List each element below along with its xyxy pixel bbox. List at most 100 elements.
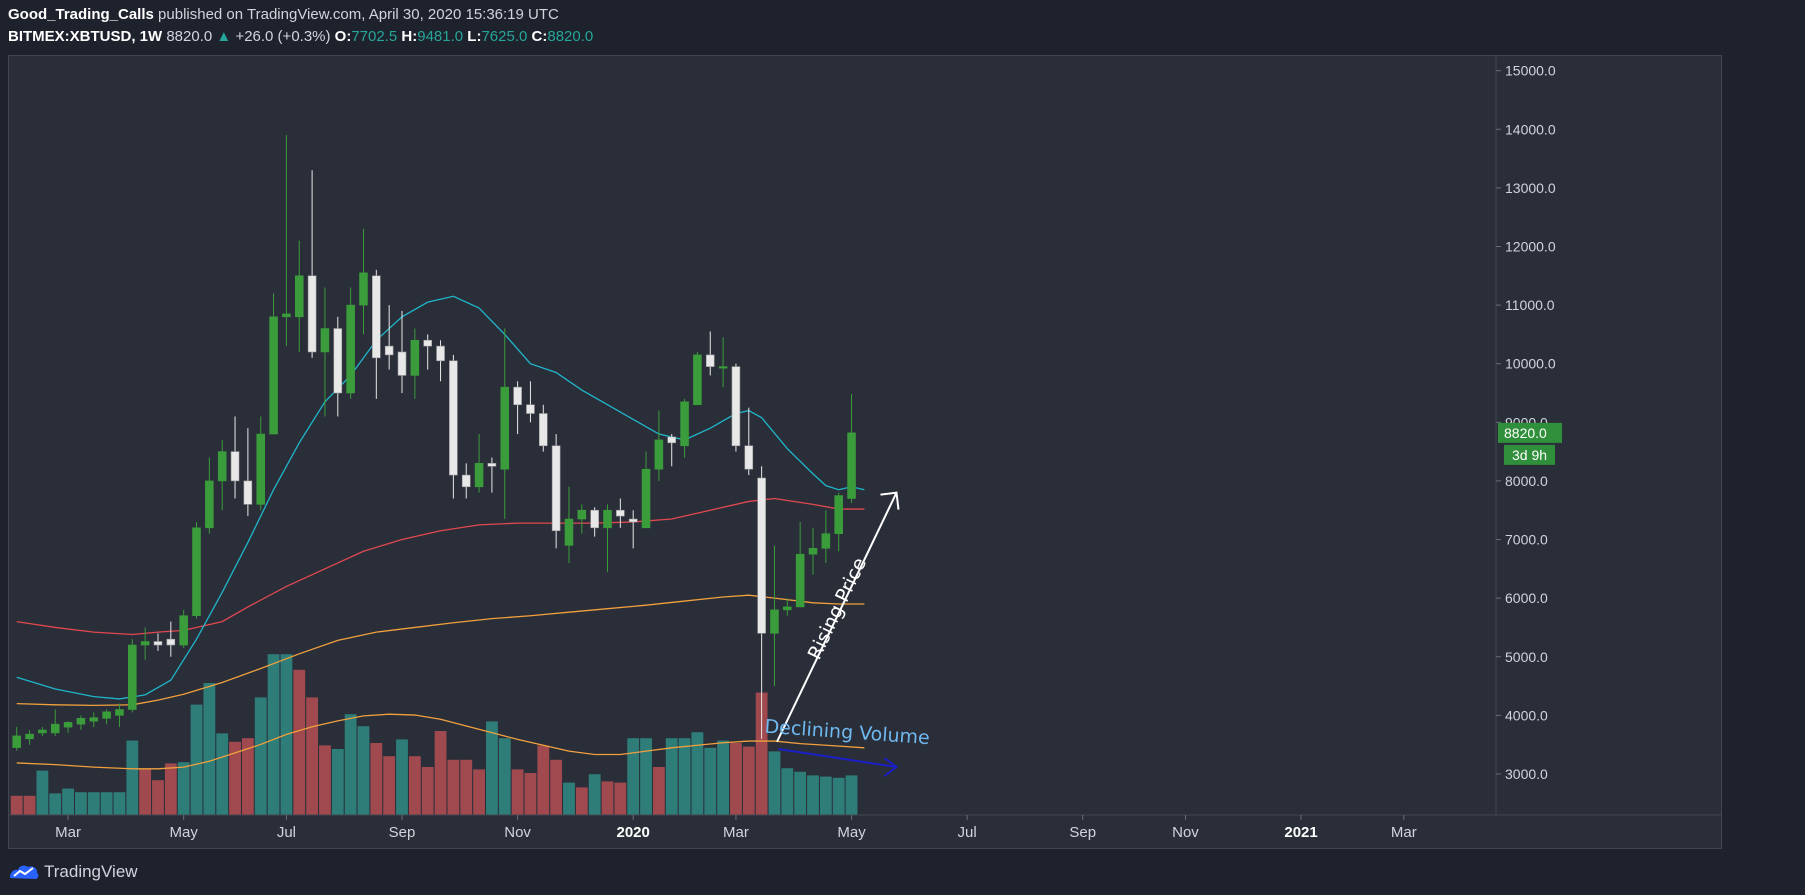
rising-price-arrowhead [880,491,900,510]
candle [770,545,779,687]
volume-bar [75,792,87,815]
volume-bar [550,759,563,815]
volume-bar [678,738,691,815]
price-tick-label: 7000.0 [1505,532,1548,548]
volume-bar [23,795,36,815]
volume-bar [640,738,652,815]
candle [526,381,535,423]
volume-bar [588,774,601,815]
price-tick-label: 14000.0 [1505,121,1556,137]
candle [346,287,355,399]
tradingview-brand[interactable]: TradingView [44,862,138,881]
candle [436,340,445,382]
candle-body [449,360,458,476]
time-tick-label: Sep [389,824,416,841]
rising-price-arrow [776,492,898,743]
low-value: 7625.0 [481,28,528,45]
candle [38,727,47,736]
candle [63,721,73,733]
volume-bar [845,775,858,815]
close-label: C: [531,28,548,45]
volume-bar [601,781,614,815]
volume-bar [319,745,331,815]
author-name[interactable]: Good_Trading_Calls [8,6,154,23]
time-tick-label: May [169,824,198,841]
last-price: 8820.0 [166,28,213,45]
volume-bar [190,704,203,815]
candle [449,354,458,499]
volume-bar [537,745,550,815]
candle-body [153,641,163,646]
candle [731,363,741,452]
price-tick-label: 13000.0 [1505,180,1556,196]
candle-body [641,468,651,529]
candle [410,328,420,399]
volume-bar [832,777,845,815]
volume-bar [498,738,511,815]
candle-body [513,386,522,406]
candle-body [654,439,664,470]
candle [256,416,266,511]
volume-bar [113,792,126,815]
candle [513,381,522,435]
candle-body [461,474,471,488]
candle-body [397,351,407,376]
candle-body [423,339,432,347]
candle-body [320,328,330,353]
open-value: 7702.5 [351,28,398,45]
volume-bar [100,792,113,815]
candle [641,451,651,529]
volume-bar [730,743,742,815]
volume-bar [717,740,730,815]
candle-body [128,644,137,710]
ma-fast-line [16,295,865,700]
candle [821,510,831,563]
volume-bar [575,787,588,815]
volume-bar [627,738,640,815]
volume-bar [87,792,100,815]
candle-body [243,480,253,505]
volume-bar [434,731,447,815]
candle [179,609,188,648]
candle [693,351,702,406]
candle-body [474,463,484,488]
countdown-badge [1504,444,1555,465]
candle [243,428,253,517]
ma-slow-line [16,594,865,707]
candle [667,434,677,467]
candle [50,709,60,736]
candle-body [821,533,831,549]
candle-body [89,717,99,722]
price-chart[interactable]: Rising Price Declining Volume 3000.0 4000.0… [9,56,1721,848]
volume-bar [396,739,408,815]
low-label: L: [467,28,482,45]
symbol-label[interactable]: BITMEX:XBTUSD, 1W [8,28,163,45]
time-tick-label: May [837,824,866,841]
candle [616,498,625,528]
close-value: 8820.0 [547,28,594,45]
published-text: published on TradingView.com, April 30, … [158,6,559,23]
volume-bar [691,732,704,815]
candle [205,457,214,534]
time-tick-label: Mar [55,824,81,841]
candle [230,416,240,499]
candle [115,703,124,728]
candle-body [140,641,150,646]
high-value: 9481.0 [417,28,464,45]
chart-panel[interactable]: Rising Price Declining Volume 3000.0 4000.0… [8,55,1722,849]
volume-bar [177,762,190,815]
volume-bar [460,759,473,815]
candle-body [526,404,535,414]
price-tick-label: 8000.0 [1505,473,1548,489]
candle [12,727,21,751]
candle [577,504,587,534]
candle-body [282,313,291,318]
candle-body [372,275,381,359]
candle-body [847,432,856,499]
price-tick-label: 12000.0 [1505,238,1556,254]
candle-body [500,386,510,470]
ma-mid-line [16,497,865,636]
tradingview-logo-icon[interactable] [8,862,40,882]
candle [564,486,574,563]
candle-body [205,480,214,529]
